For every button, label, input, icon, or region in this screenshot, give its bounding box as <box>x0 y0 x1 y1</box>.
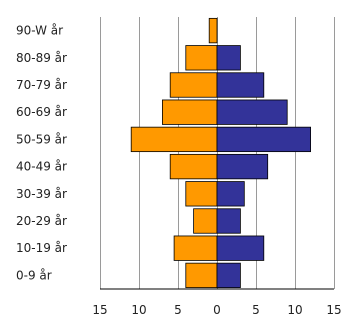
bar-right-2 <box>216 72 265 98</box>
bar-right-7 <box>216 208 241 234</box>
bar-left-9 <box>185 262 218 289</box>
bar-left-0 <box>208 17 218 44</box>
x-tick-label-4: 5 <box>252 303 260 317</box>
category-label-9: 0-9 år <box>16 268 52 282</box>
x-tick-label-3: 0 <box>213 303 221 317</box>
category-label-4: 50-59 år <box>16 132 67 146</box>
bar-left-5 <box>169 153 218 180</box>
category-label-5: 40-49 år <box>16 160 67 174</box>
category-labels: 90-W år 80-89 år 70-79 år 60-69 år 50-59 år 4… <box>16 24 67 283</box>
bar-left-3 <box>161 99 218 125</box>
bar-left-1 <box>185 45 218 71</box>
category-label-8: 10-19 år <box>16 241 67 255</box>
category-label-3: 60-69 år <box>16 105 67 119</box>
category-label-7: 20-29 år <box>16 214 67 228</box>
category-label-0: 90-W år <box>16 24 63 38</box>
bar-right-4 <box>216 126 311 153</box>
bars <box>130 17 311 289</box>
x-tick-label-1: 10 <box>131 303 146 317</box>
bar-left-4 <box>130 126 218 153</box>
bar-right-6 <box>216 181 245 207</box>
bar-right-1 <box>216 45 241 71</box>
bar-right-8 <box>216 235 265 261</box>
bar-left-7 <box>193 208 218 234</box>
category-label-6: 30-39 år <box>16 187 67 201</box>
bar-right-3 <box>216 99 288 125</box>
bar-left-8 <box>173 235 218 261</box>
bar-right-9 <box>216 262 241 289</box>
bar-left-6 <box>185 181 218 207</box>
x-tick-label-2: 5 <box>174 303 182 317</box>
x-tick-label-5: 10 <box>287 303 302 317</box>
x-tick-label-0: 15 <box>92 303 107 317</box>
x-tick-label-6: 15 <box>326 303 341 317</box>
category-label-1: 80-89 år <box>16 51 67 65</box>
category-label-2: 70-79 år <box>16 78 67 92</box>
x-tick-labels: 15 10 5 0 5 10 15 <box>92 303 341 317</box>
bar-left-2 <box>169 72 218 98</box>
bar-right-5 <box>216 153 269 180</box>
